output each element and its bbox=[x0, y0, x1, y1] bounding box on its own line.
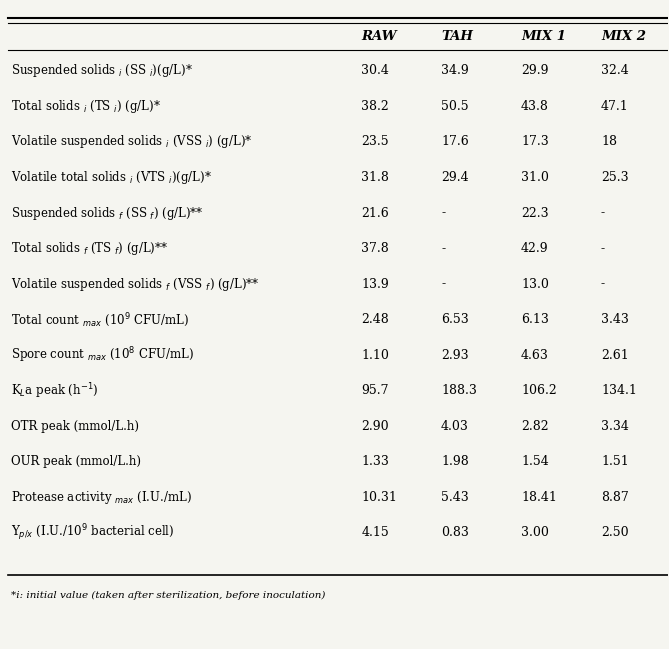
Text: 43.8: 43.8 bbox=[521, 100, 549, 113]
Text: 50.5: 50.5 bbox=[441, 100, 469, 113]
Text: 188.3: 188.3 bbox=[441, 384, 477, 397]
Text: -: - bbox=[441, 278, 446, 291]
Text: -: - bbox=[601, 206, 605, 219]
Text: 0.83: 0.83 bbox=[441, 526, 469, 539]
Text: OTR peak (mmol/L.h): OTR peak (mmol/L.h) bbox=[11, 420, 139, 433]
Text: 17.6: 17.6 bbox=[441, 136, 469, 149]
Text: 5.43: 5.43 bbox=[441, 491, 469, 504]
Text: Total solids $_{f}$ (TS $_{f}$) (g/L)**: Total solids $_{f}$ (TS $_{f}$) (g/L)** bbox=[11, 240, 169, 257]
Text: 38.2: 38.2 bbox=[361, 100, 389, 113]
Text: 3.00: 3.00 bbox=[521, 526, 549, 539]
Text: 18.41: 18.41 bbox=[521, 491, 557, 504]
Text: 2.90: 2.90 bbox=[361, 420, 389, 433]
Text: 10.31: 10.31 bbox=[361, 491, 397, 504]
Text: 2.93: 2.93 bbox=[441, 349, 469, 361]
Text: Protease activity $_{max}$ (I.U./mL): Protease activity $_{max}$ (I.U./mL) bbox=[11, 489, 192, 506]
Text: Y$_{p/x}$ (I.U./10$^{9}$ bacterial cell): Y$_{p/x}$ (I.U./10$^{9}$ bacterial cell) bbox=[11, 522, 175, 543]
Text: Volatile suspended solids $_{i}$ (VSS $_{i}$) (g/L)*: Volatile suspended solids $_{i}$ (VSS $_… bbox=[11, 134, 253, 151]
Text: 106.2: 106.2 bbox=[521, 384, 557, 397]
Text: K$_{L}$a peak (h$^{-1}$): K$_{L}$a peak (h$^{-1}$) bbox=[11, 381, 99, 400]
Text: *i: initial value (taken after sterilization, before inoculation): *i: initial value (taken after steriliza… bbox=[11, 591, 326, 600]
Text: Total count $_{max}$ (10$^{9}$ CFU/mL): Total count $_{max}$ (10$^{9}$ CFU/mL) bbox=[11, 311, 189, 328]
Text: 2.82: 2.82 bbox=[521, 420, 549, 433]
Text: 2.48: 2.48 bbox=[361, 313, 389, 326]
Text: 134.1: 134.1 bbox=[601, 384, 637, 397]
Text: 31.8: 31.8 bbox=[361, 171, 389, 184]
Text: -: - bbox=[441, 242, 446, 255]
Text: 1.10: 1.10 bbox=[361, 349, 389, 361]
Text: 21.6: 21.6 bbox=[361, 206, 389, 219]
Text: -: - bbox=[441, 206, 446, 219]
Text: 1.33: 1.33 bbox=[361, 456, 389, 469]
Text: 4.03: 4.03 bbox=[441, 420, 469, 433]
Text: 3.34: 3.34 bbox=[601, 420, 629, 433]
Text: MIX 2: MIX 2 bbox=[601, 31, 646, 43]
Text: 13.9: 13.9 bbox=[361, 278, 389, 291]
Text: 32.4: 32.4 bbox=[601, 64, 629, 77]
Text: 1.54: 1.54 bbox=[521, 456, 549, 469]
Text: 2.50: 2.50 bbox=[601, 526, 629, 539]
Text: TAH: TAH bbox=[441, 31, 473, 43]
Text: 31.0: 31.0 bbox=[521, 171, 549, 184]
Text: 18: 18 bbox=[601, 136, 617, 149]
Text: Suspended solids $_{i}$ (SS $_{i}$)(g/L)*: Suspended solids $_{i}$ (SS $_{i}$)(g/L)… bbox=[11, 62, 193, 79]
Text: OUR peak (mmol/L.h): OUR peak (mmol/L.h) bbox=[11, 456, 141, 469]
Text: 8.87: 8.87 bbox=[601, 491, 629, 504]
Text: RAW: RAW bbox=[361, 31, 397, 43]
Text: 2.61: 2.61 bbox=[601, 349, 629, 361]
Text: -: - bbox=[601, 242, 605, 255]
Text: 6.53: 6.53 bbox=[441, 313, 469, 326]
Text: 29.9: 29.9 bbox=[521, 64, 549, 77]
Text: Volatile total solids $_{i}$ (VTS $_{i}$)(g/L)*: Volatile total solids $_{i}$ (VTS $_{i}$… bbox=[11, 169, 213, 186]
Text: 4.15: 4.15 bbox=[361, 526, 389, 539]
Text: 17.3: 17.3 bbox=[521, 136, 549, 149]
Text: 23.5: 23.5 bbox=[361, 136, 389, 149]
Text: 37.8: 37.8 bbox=[361, 242, 389, 255]
Text: 1.98: 1.98 bbox=[441, 456, 469, 469]
Text: 29.4: 29.4 bbox=[441, 171, 469, 184]
Text: 3.43: 3.43 bbox=[601, 313, 629, 326]
Text: 13.0: 13.0 bbox=[521, 278, 549, 291]
Text: 34.9: 34.9 bbox=[441, 64, 469, 77]
Text: Total solids $_{i}$ (TS $_{i}$) (g/L)*: Total solids $_{i}$ (TS $_{i}$) (g/L)* bbox=[11, 98, 161, 115]
Text: 4.63: 4.63 bbox=[521, 349, 549, 361]
Text: 42.9: 42.9 bbox=[521, 242, 549, 255]
Text: -: - bbox=[601, 278, 605, 291]
Text: 47.1: 47.1 bbox=[601, 100, 629, 113]
Text: Spore count $_{max}$ (10$^{8}$ CFU/mL): Spore count $_{max}$ (10$^{8}$ CFU/mL) bbox=[11, 345, 195, 365]
Text: 1.51: 1.51 bbox=[601, 456, 629, 469]
Text: Volatile suspended solids $_{f}$ (VSS $_{f}$) (g/L)**: Volatile suspended solids $_{f}$ (VSS $_… bbox=[11, 276, 260, 293]
Text: 95.7: 95.7 bbox=[361, 384, 389, 397]
Text: 25.3: 25.3 bbox=[601, 171, 629, 184]
Text: Suspended solids $_{f}$ (SS $_{f}$) (g/L)**: Suspended solids $_{f}$ (SS $_{f}$) (g/L… bbox=[11, 204, 204, 221]
Text: 30.4: 30.4 bbox=[361, 64, 389, 77]
Text: MIX 1: MIX 1 bbox=[521, 31, 566, 43]
Text: 6.13: 6.13 bbox=[521, 313, 549, 326]
Text: 22.3: 22.3 bbox=[521, 206, 549, 219]
